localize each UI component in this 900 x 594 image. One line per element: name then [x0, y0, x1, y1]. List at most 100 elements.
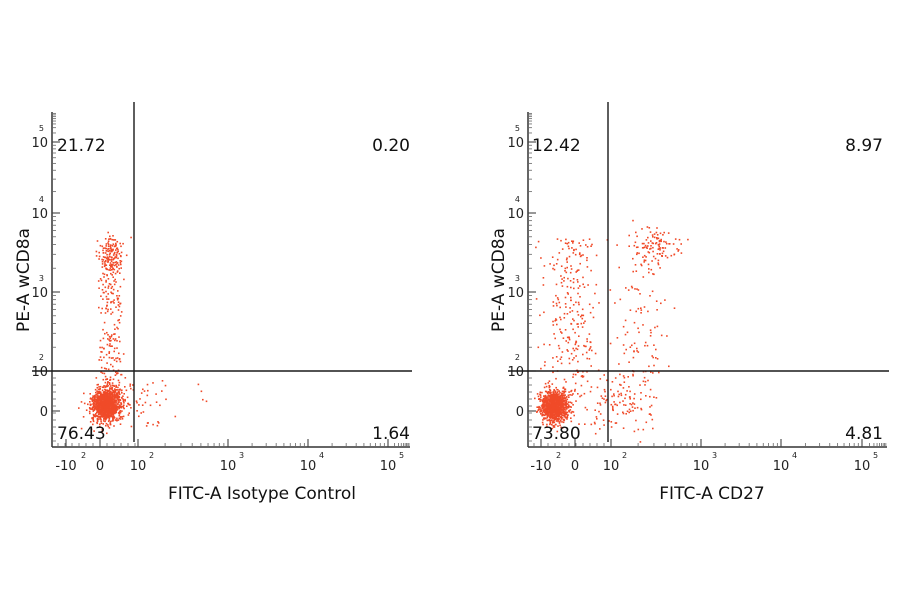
event-dot	[130, 236, 132, 239]
event-dot	[101, 245, 104, 248]
event-dot	[656, 237, 658, 239]
event-dot	[109, 337, 111, 340]
event-dot	[542, 277, 545, 279]
event-dot	[544, 417, 546, 419]
event-dot	[650, 245, 652, 247]
event-dot	[572, 347, 574, 350]
event-dot	[603, 424, 605, 426]
event-dot	[568, 337, 571, 339]
event-dot	[620, 392, 622, 395]
event-dot	[115, 371, 117, 373]
event-dot	[119, 360, 122, 363]
event-dot	[117, 297, 120, 300]
event-dot	[657, 237, 660, 240]
event-dot	[555, 302, 558, 305]
x-tick-label: 10	[380, 459, 397, 474]
event-dot	[632, 409, 634, 412]
event-dot	[549, 263, 551, 265]
event-dot	[641, 228, 643, 230]
event-dot	[565, 401, 568, 403]
event-dot	[636, 253, 638, 256]
event-dot	[541, 399, 544, 402]
event-dot	[593, 421, 596, 424]
event-dot	[571, 310, 574, 312]
event-dot	[632, 356, 635, 359]
event-dot	[639, 384, 641, 386]
event-dot	[563, 392, 566, 394]
event-dot	[116, 417, 118, 420]
event-dot	[577, 371, 580, 373]
event-dot	[644, 259, 647, 262]
event-dot	[116, 396, 118, 398]
event-dot	[654, 257, 657, 260]
event-dot	[93, 409, 95, 411]
event-dot	[111, 311, 114, 314]
event-dot	[592, 306, 594, 309]
event-dot	[551, 422, 554, 424]
event-dot	[105, 378, 107, 381]
event-dot	[105, 279, 107, 282]
event-dot	[615, 422, 618, 424]
event-dot	[648, 251, 651, 254]
event-dot	[635, 270, 638, 272]
event-dot	[583, 344, 585, 347]
event-dot	[652, 236, 654, 238]
event-dot	[123, 404, 125, 407]
event-dot	[92, 413, 95, 416]
event-dot	[568, 404, 570, 407]
event-dot	[650, 247, 652, 250]
event-dot	[114, 338, 117, 340]
event-dot	[559, 395, 561, 397]
event-dot	[97, 280, 100, 282]
event-dot	[649, 248, 651, 250]
event-dot	[680, 252, 683, 254]
event-dot	[653, 236, 656, 239]
event-dot	[579, 262, 581, 265]
event-dot	[548, 388, 551, 391]
event-dot	[540, 257, 542, 259]
event-dot	[652, 356, 654, 359]
event-dot	[561, 395, 564, 397]
event-dot	[110, 287, 113, 289]
event-dot	[113, 252, 115, 255]
event-dot	[575, 271, 577, 273]
event-dot	[96, 415, 99, 417]
event-dot	[563, 415, 566, 417]
event-dot	[118, 253, 121, 255]
event-dot	[637, 289, 640, 291]
event-dot	[582, 254, 584, 256]
event-dot	[113, 323, 116, 326]
event-dot	[113, 239, 115, 241]
event-dot	[680, 243, 682, 245]
event-dot	[652, 372, 654, 374]
event-dot	[565, 271, 568, 274]
event-dot	[559, 391, 561, 394]
event-dot	[108, 389, 111, 391]
event-dot	[559, 328, 561, 331]
event-dot	[657, 259, 660, 262]
event-dot	[111, 393, 114, 396]
event-dot	[634, 264, 637, 266]
event-dot	[573, 319, 575, 322]
event-dot	[114, 333, 116, 335]
event-dot	[112, 419, 114, 422]
event-dot	[111, 334, 113, 336]
event-dot	[611, 381, 614, 383]
event-dot	[115, 255, 118, 257]
event-dot	[114, 251, 116, 254]
event-dot	[535, 246, 537, 249]
event-dot	[105, 416, 107, 419]
event-dot	[655, 300, 658, 302]
event-dot	[146, 422, 149, 424]
event-dot	[100, 366, 103, 369]
y-tick-exponent: 5	[39, 124, 44, 133]
event-dot	[634, 407, 636, 409]
event-dot	[658, 247, 661, 249]
event-dot	[109, 343, 111, 345]
event-dot	[157, 421, 159, 423]
event-dot	[146, 394, 149, 397]
x-tick-exponent: 3	[712, 451, 717, 460]
event-dot	[649, 335, 652, 337]
event-dot	[637, 327, 639, 330]
event-dot	[115, 384, 117, 387]
